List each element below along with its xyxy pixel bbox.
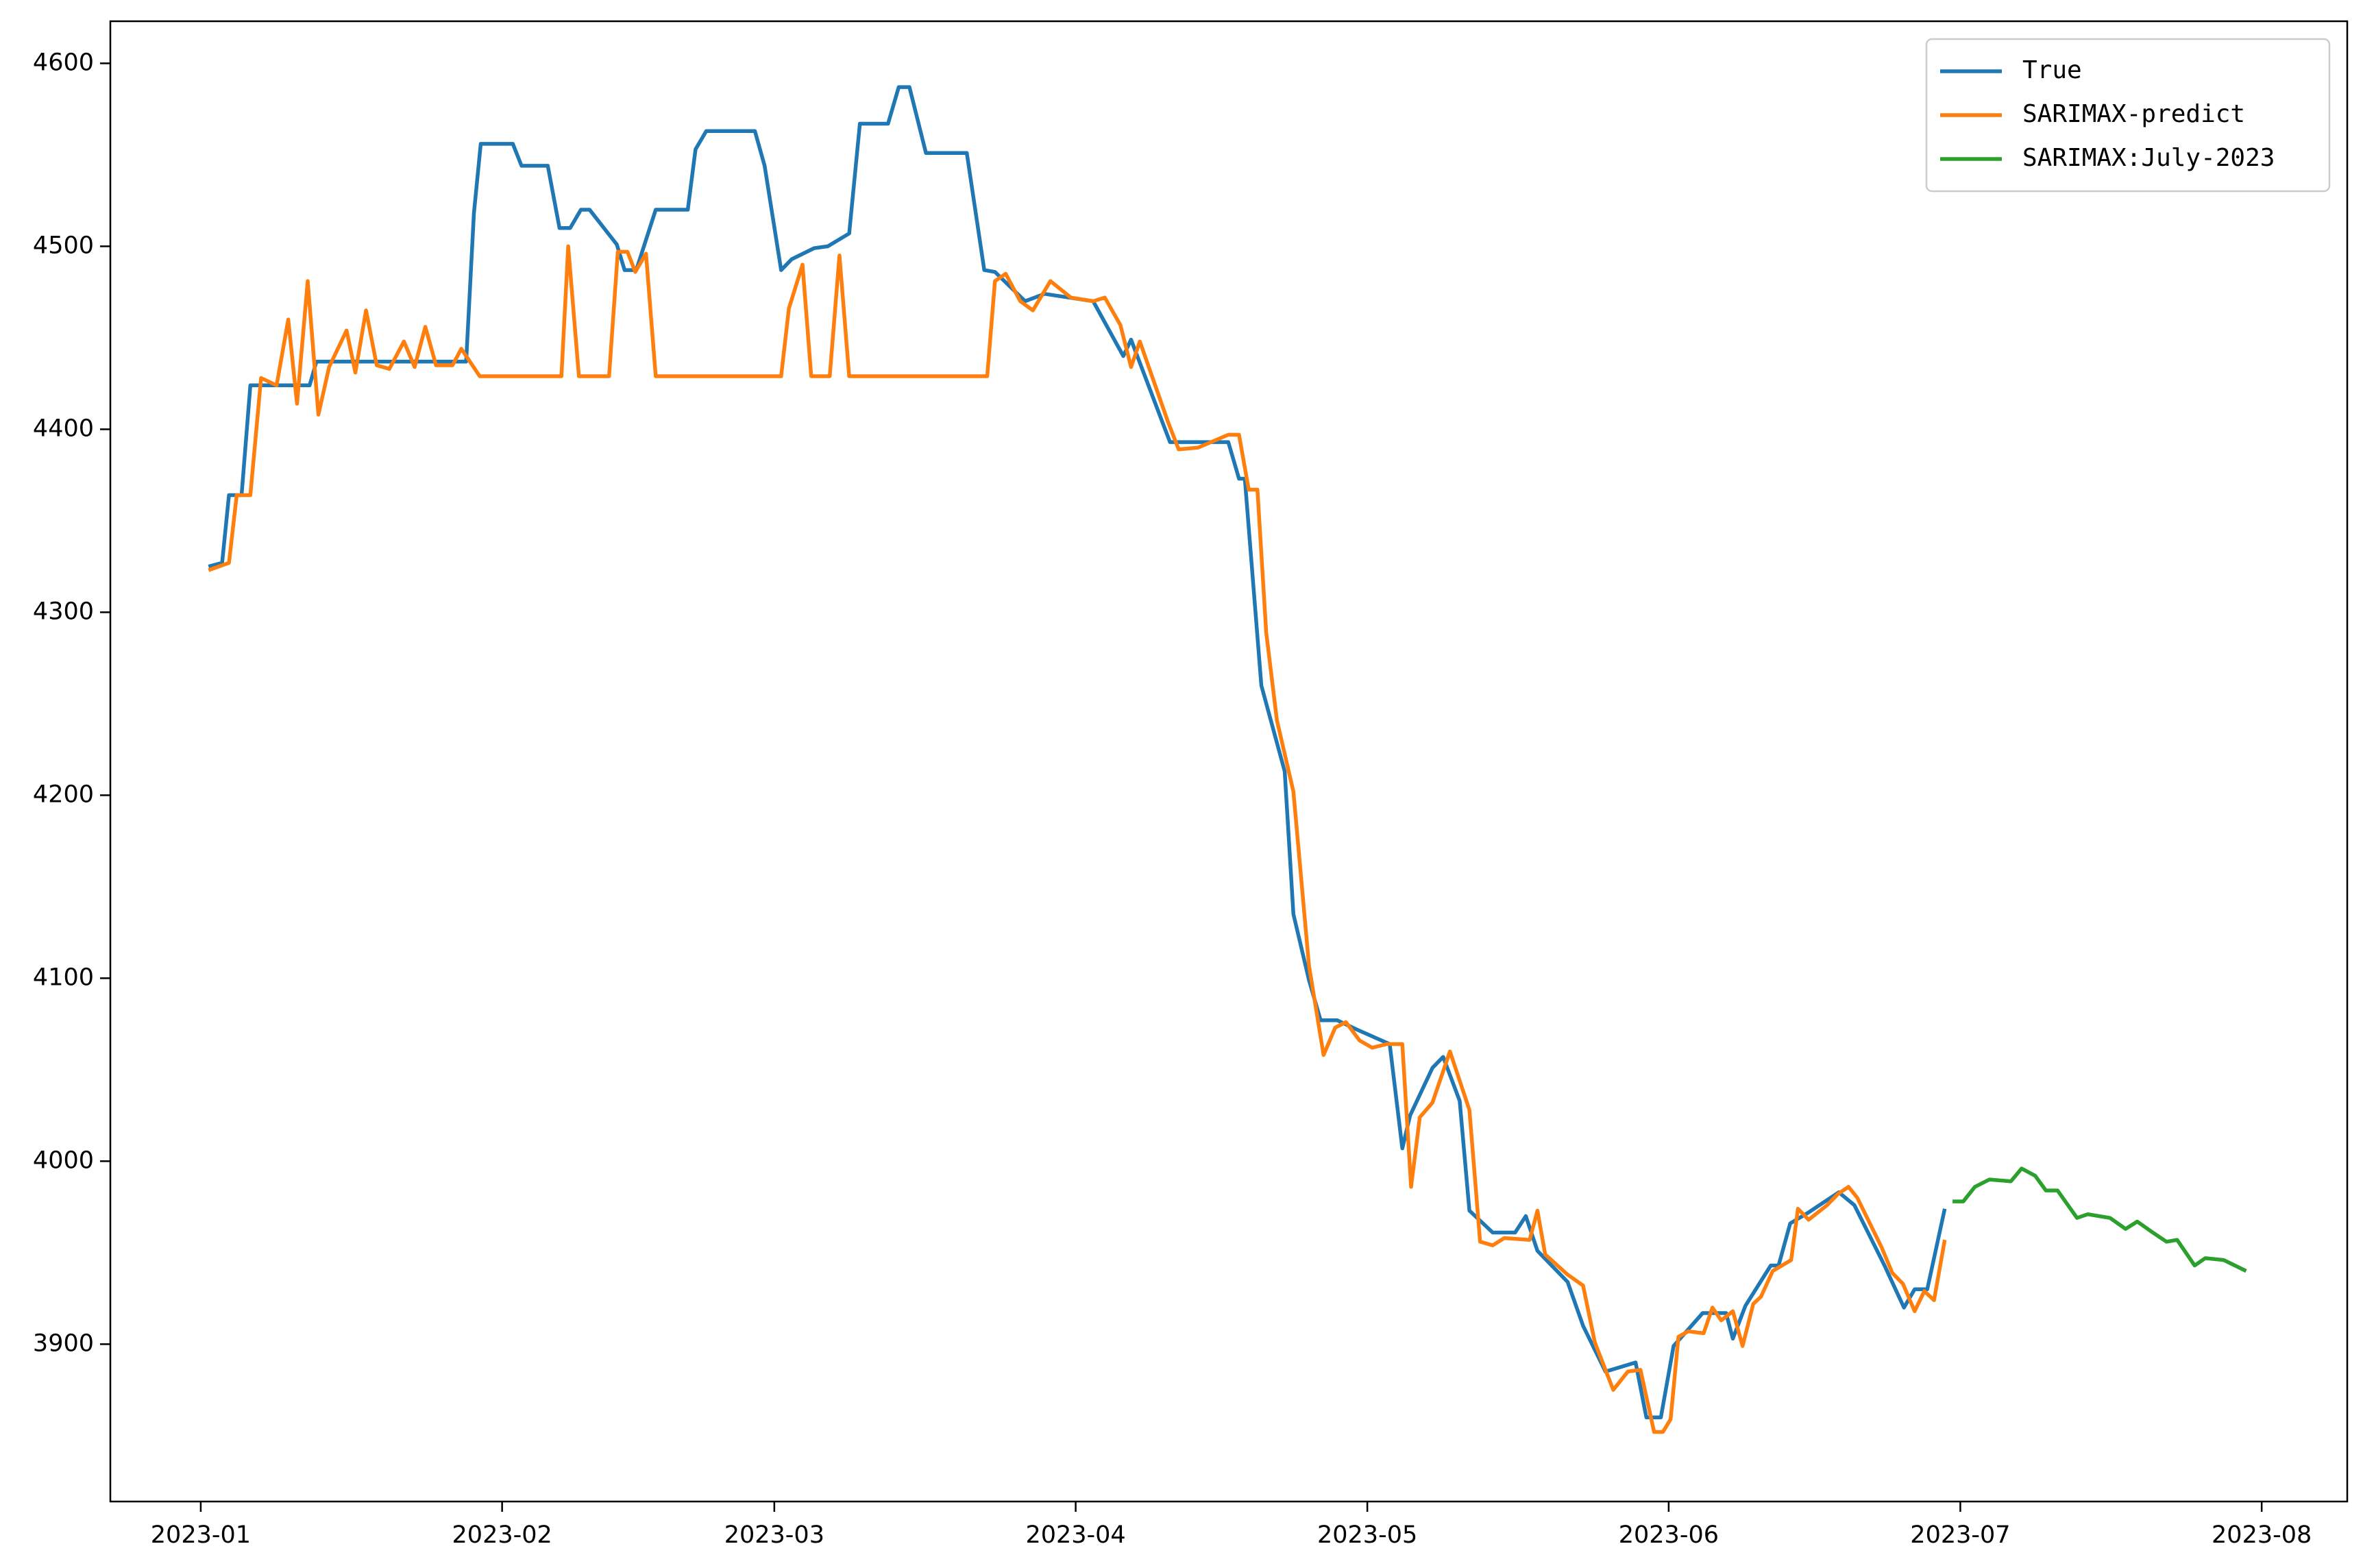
y-tick-label: 4100 xyxy=(33,964,94,991)
x-tick-label: 2023-04 xyxy=(1025,1521,1125,1549)
series-line xyxy=(1952,1166,2247,1273)
x-tick-label: 2023-07 xyxy=(1910,1521,2010,1549)
x-tick-label: 2023-06 xyxy=(1619,1521,1719,1549)
x-tick-label: 2023-08 xyxy=(2212,1521,2312,1549)
legend-label: SARIMAX-predict xyxy=(2022,100,2245,128)
y-tick-label: 4200 xyxy=(33,781,94,808)
x-tick-label: 2023-03 xyxy=(724,1521,824,1549)
x-tick-label: 2023-05 xyxy=(1317,1521,1417,1549)
y-tick-label: 4400 xyxy=(33,415,94,442)
plot-frame xyxy=(109,20,2349,1503)
y-tick-label: 3900 xyxy=(33,1330,94,1357)
legend-label: SARIMAX:July-2023 xyxy=(2022,144,2275,172)
legend-label: True xyxy=(2022,56,2082,84)
series-line xyxy=(208,85,1947,1419)
y-tick-label: 4300 xyxy=(33,598,94,625)
series-line xyxy=(208,244,1947,1434)
x-tick-label: 2023-01 xyxy=(151,1521,251,1549)
y-tick-label: 4600 xyxy=(33,49,94,76)
legend-box xyxy=(1925,38,2331,193)
y-tick-label: 4000 xyxy=(33,1147,94,1174)
y-tick-label: 4500 xyxy=(33,232,94,259)
legend: True SARIMAX-predict SARIMAX:July-2023 xyxy=(1925,38,2331,193)
x-tick-label: 2023-02 xyxy=(452,1521,552,1549)
